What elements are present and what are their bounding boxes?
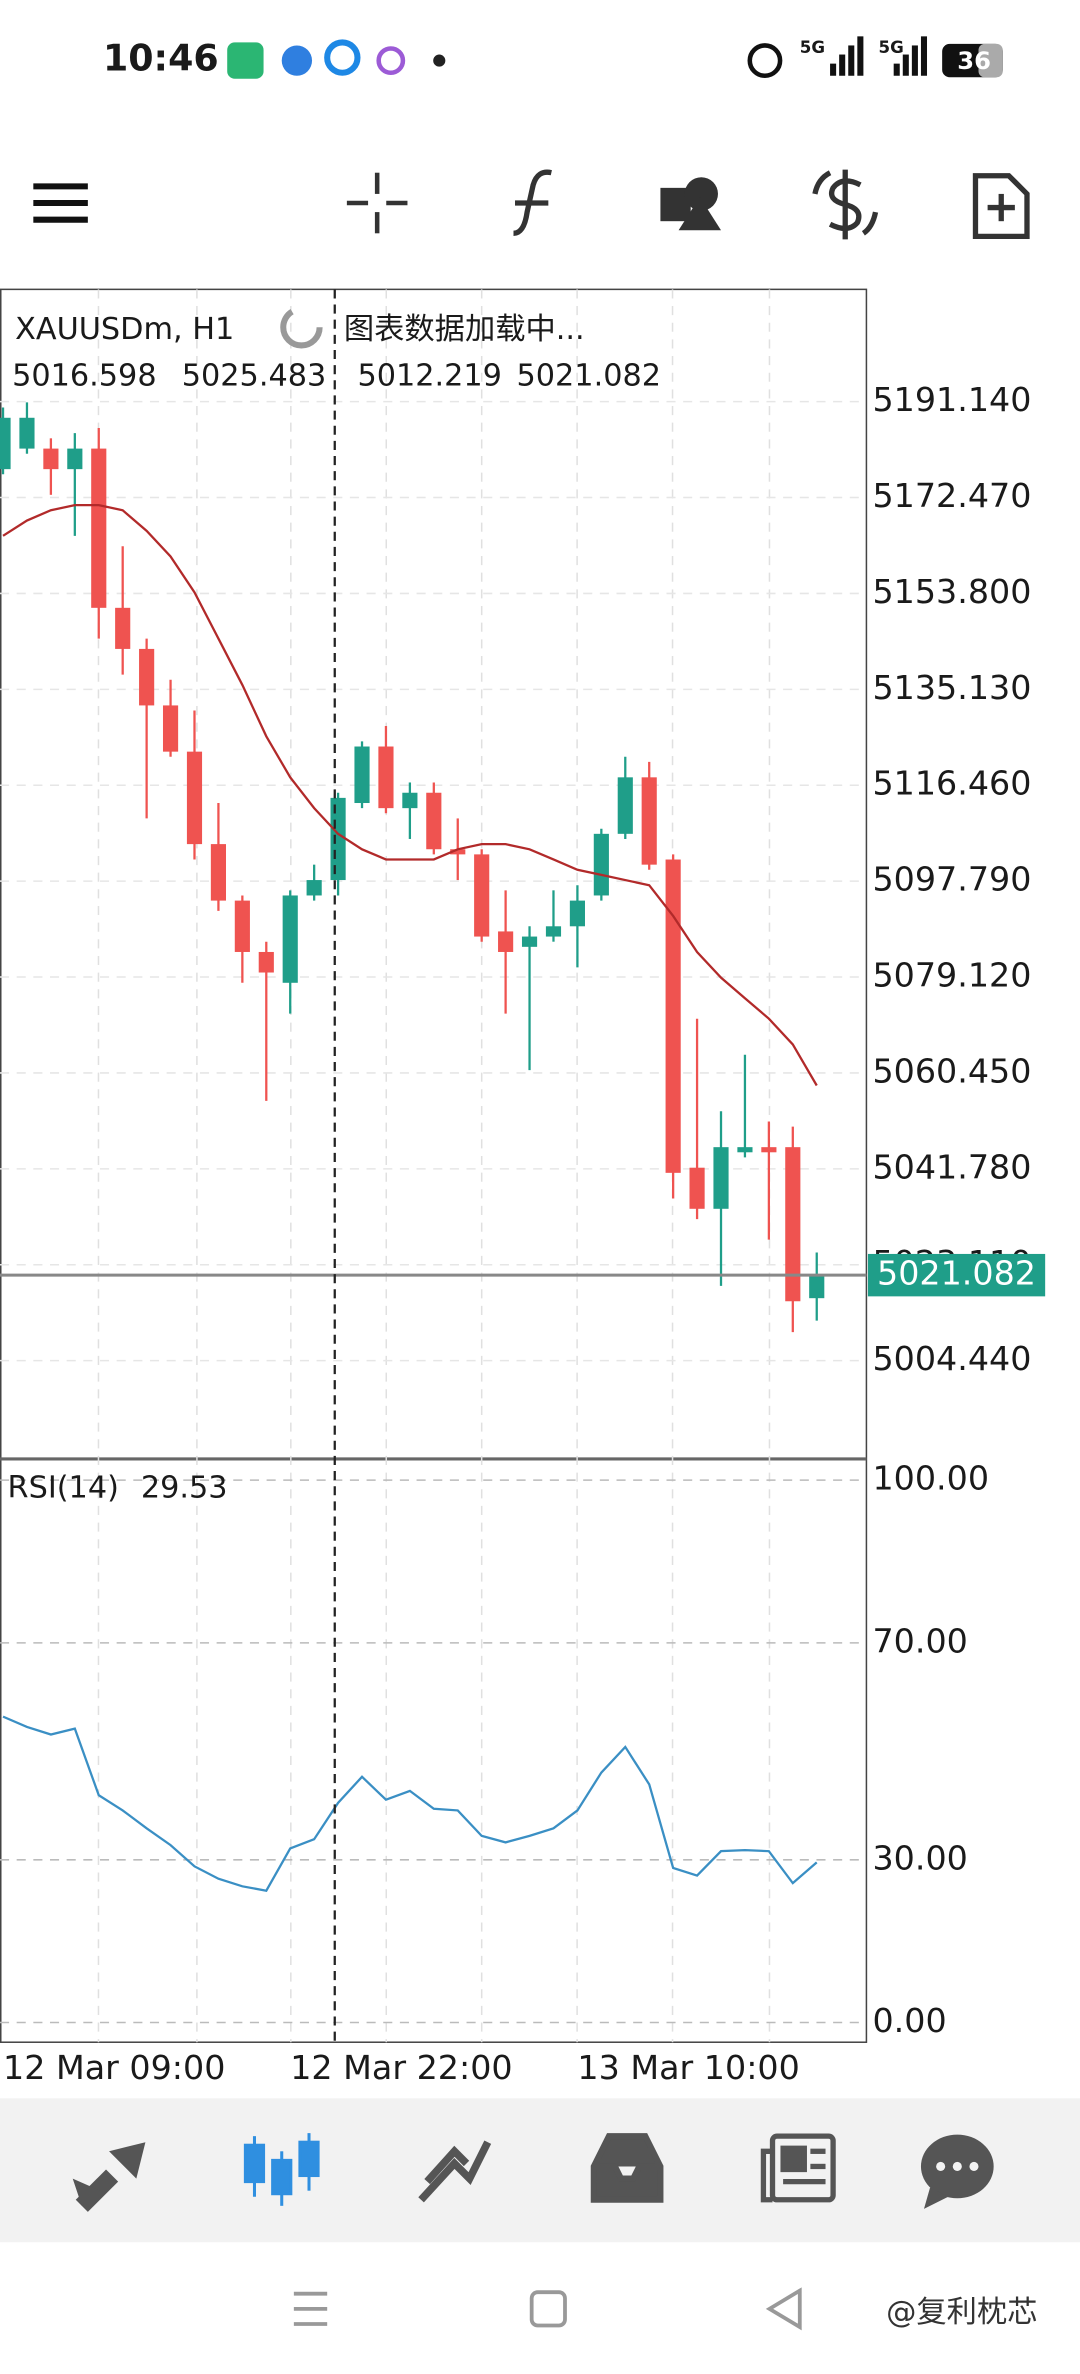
history-tab[interactable] [590, 2133, 664, 2203]
candle-body [0, 417, 11, 470]
chat-tab[interactable] [920, 2134, 994, 2209]
candle-body [617, 777, 633, 834]
candle-body [186, 751, 203, 845]
chart-title: XAUUSDm, H1 [15, 312, 234, 347]
candle-body [19, 417, 35, 449]
watermark: @复利枕芯 [886, 2295, 1037, 2330]
objects-button[interactable] [660, 177, 722, 231]
candle-body [139, 648, 155, 706]
nav-menu[interactable] [293, 2291, 328, 2326]
candle-body [426, 792, 442, 850]
rsi-title: RSI(14) [8, 1471, 119, 1506]
battery-empty [978, 43, 1003, 78]
candle-body [282, 895, 298, 983]
y-tick-label: 5004.440 [872, 1339, 1031, 1378]
candle-body [210, 844, 226, 901]
candle-body [378, 746, 394, 809]
candle-body [521, 936, 538, 947]
chart-frame [0, 288, 868, 2043]
ohlc-low: 5012.219 [357, 359, 501, 394]
crosshair-button[interactable] [346, 172, 408, 234]
candle-body [665, 859, 681, 1173]
y-tick-label: 5116.460 [872, 764, 1031, 803]
indicator-button[interactable] [513, 169, 552, 236]
candle-body [162, 705, 179, 752]
candle-body [67, 448, 83, 470]
y-tick-label: 5172.470 [872, 476, 1031, 515]
candle-body [402, 792, 418, 809]
quotes-tab[interactable] [72, 2142, 146, 2212]
app-icon [376, 46, 406, 75]
ohlc-close: 5021.082 [517, 359, 661, 394]
loading-text: 图表数据加载中... [344, 312, 585, 347]
y-tick-label: 5060.450 [872, 1051, 1031, 1090]
trade-tab[interactable] [418, 2140, 492, 2203]
app-icon [227, 42, 264, 79]
nav-back[interactable] [765, 2287, 802, 2331]
candle-body [785, 1147, 801, 1302]
candle-body [689, 1167, 705, 1209]
menu-button[interactable] [33, 183, 88, 223]
app-icon [281, 45, 313, 76]
current-price-label: 5021.082 [877, 1254, 1036, 1293]
candle-body [258, 951, 274, 973]
candle-body [593, 833, 609, 896]
x-tick-label: 12 Mar 09:00 [3, 2048, 225, 2087]
ohlc-high: 5025.483 [182, 359, 326, 394]
x-tick-label: 12 Mar 22:00 [290, 2048, 512, 2087]
battery-level: 36 [957, 47, 991, 75]
y-tick-label: 5079.120 [872, 956, 1031, 995]
y-tick-label: 5135.130 [872, 668, 1031, 707]
y-tick-label: 5191.140 [872, 380, 1031, 419]
status-time: 10:46 [103, 37, 219, 80]
y-tick-label: 0.00 [872, 2001, 946, 2040]
rsi-line [2, 1715, 818, 1892]
y-tick-label: 5041.780 [872, 1147, 1031, 1186]
y-tick-label: 70.00 [872, 1621, 967, 1660]
plot-area [0, 400, 867, 2024]
app-icon [324, 39, 361, 76]
candle-body [450, 849, 466, 855]
tab-bar [0, 2098, 1080, 2243]
y-tick-label: 30.00 [872, 1838, 967, 1877]
current-price-box [867, 1253, 1046, 1297]
network-label: 5G [879, 38, 904, 57]
candle-body [737, 1147, 753, 1153]
loading-spinner [280, 306, 323, 349]
candle-body [115, 607, 131, 649]
notification-dot [433, 54, 446, 67]
x-tick-label: 13 Mar 10:00 [577, 2048, 799, 2087]
candle-body [306, 880, 322, 896]
candle-body [545, 926, 562, 937]
signal-icon [830, 36, 864, 76]
network-label: 5G [800, 38, 825, 57]
candle-body [234, 900, 250, 952]
y-tick-label: 5153.800 [872, 572, 1031, 611]
rsi-current: 29.53 [141, 1471, 228, 1506]
candle-body [641, 777, 657, 865]
candle-body [91, 448, 107, 608]
new-order-button[interactable] [972, 173, 1030, 239]
chart-tab[interactable] [243, 2133, 320, 2206]
nav-home[interactable] [529, 2290, 567, 2328]
alarm-icon [747, 43, 783, 79]
candle-body [354, 746, 370, 804]
news-tab[interactable] [760, 2133, 836, 2203]
ohlc-open: 5016.598 [12, 359, 156, 394]
candle-body [474, 854, 490, 937]
y-tick-label: 5097.790 [872, 860, 1031, 899]
candle-body [43, 448, 59, 470]
moving-average [2, 503, 818, 1087]
candle-body [713, 1147, 729, 1209]
candle-body [569, 900, 585, 927]
candle-body [330, 797, 346, 881]
y-tick-label: 100.00 [872, 1459, 989, 1498]
signal-icon [893, 36, 928, 76]
candle-body [761, 1147, 777, 1153]
candle-body [498, 931, 514, 952]
symbols-button[interactable] [812, 169, 879, 240]
candle-body [809, 1275, 825, 1299]
